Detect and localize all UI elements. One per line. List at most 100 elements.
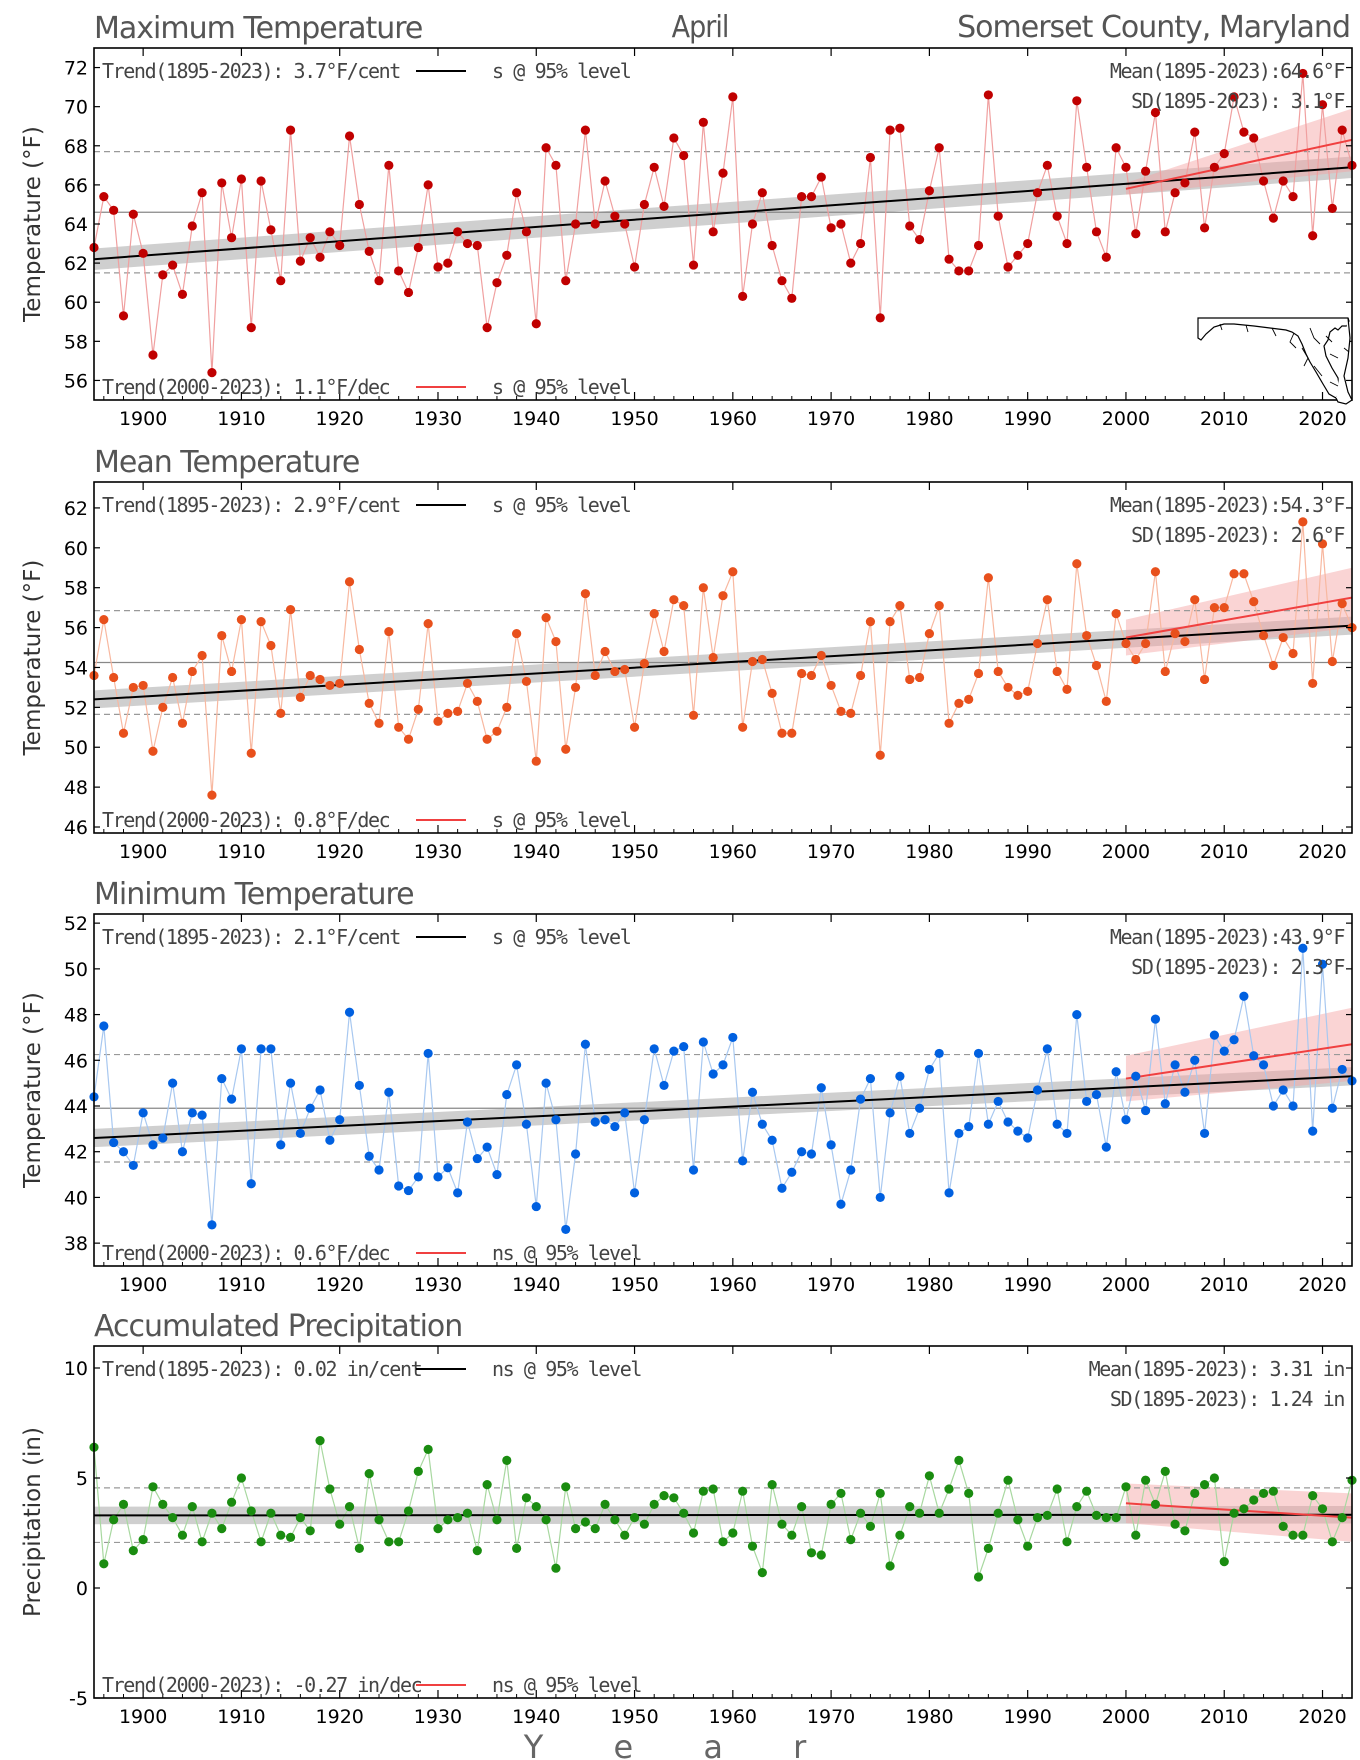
- data-point: [777, 276, 787, 286]
- x-tick-label: 1960: [709, 841, 757, 863]
- data-point: [1278, 1521, 1288, 1531]
- data-point: [344, 1502, 355, 1512]
- data-point: [462, 1508, 473, 1518]
- data-point: [187, 666, 197, 677]
- data-point: [1308, 1126, 1318, 1136]
- data-point: [1278, 632, 1288, 643]
- data-point: [580, 125, 591, 135]
- data-point: [1249, 1051, 1259, 1061]
- long-trend-line: [94, 1075, 1352, 1139]
- recent-trend-band: [1125, 1483, 1352, 1542]
- data-point: [590, 670, 600, 681]
- chart-panel-1: Maximum Temperature 56 58 60 62 64 66 68 70 72 190…: [20, 11, 1357, 430]
- data-point: [374, 1165, 384, 1175]
- data-point: [944, 254, 954, 264]
- data-point: [1229, 1035, 1239, 1045]
- trend-recent-text: Trend(2000-2023): 0.8°F/dec: [102, 808, 390, 832]
- data-point: [629, 722, 640, 732]
- data-point: [1199, 1480, 1210, 1490]
- data-point: [1239, 569, 1249, 579]
- data-point: [482, 1142, 492, 1152]
- data-point: [1131, 1530, 1141, 1540]
- data-point: [1239, 127, 1249, 137]
- data-point: [561, 744, 571, 754]
- y-tick-label: 48: [64, 777, 88, 799]
- data-point: [148, 1140, 158, 1150]
- data-point: [885, 617, 895, 627]
- x-tick-label: 2000: [1102, 841, 1150, 863]
- data-point: [384, 160, 394, 170]
- data-point: [1268, 1486, 1278, 1496]
- data-point: [993, 211, 1003, 221]
- mean-text: Mean(1895-2023): 3.31 in: [1089, 1357, 1345, 1381]
- data-point: [561, 276, 571, 286]
- data-point: [118, 1499, 129, 1509]
- data-point: [816, 650, 826, 661]
- data-point: [423, 618, 433, 629]
- data-point: [914, 1103, 925, 1113]
- data-point: [276, 276, 286, 286]
- y-axis-label: Precipitation (in): [20, 1427, 46, 1617]
- data-point: [217, 1073, 227, 1084]
- y-tick-label: 50: [64, 959, 88, 981]
- data-point: [905, 221, 915, 231]
- data-point: [688, 1528, 699, 1538]
- data-point: [747, 1087, 758, 1097]
- data-point: [236, 174, 247, 184]
- data-point: [1062, 684, 1072, 695]
- data-point: [649, 609, 659, 619]
- plot-frame: [93, 481, 1353, 834]
- data-point: [983, 1543, 993, 1553]
- x-tick-label: 1930: [414, 408, 462, 430]
- data-point: [354, 1080, 364, 1091]
- data-point: [118, 728, 129, 738]
- data-point: [364, 246, 374, 256]
- data-point: [905, 1128, 915, 1139]
- data-point: [335, 1519, 345, 1529]
- data-point: [403, 734, 414, 744]
- data-point: [669, 133, 679, 143]
- data-point: [403, 1185, 414, 1196]
- data-point: [1337, 1513, 1347, 1523]
- x-tick-label: 1970: [807, 408, 855, 430]
- data-point: [1288, 1530, 1298, 1540]
- data-point: [1111, 1513, 1121, 1523]
- data-point: [433, 1524, 443, 1534]
- data-point: [1042, 1044, 1052, 1054]
- data-point: [1190, 1055, 1200, 1065]
- data-point: [374, 276, 384, 286]
- data-point: [1082, 162, 1092, 172]
- data-point: [973, 668, 984, 679]
- data-point: [197, 650, 207, 661]
- data-point: [895, 123, 905, 133]
- data-point: [276, 708, 286, 718]
- data-point: [561, 1224, 571, 1235]
- data-point: [1013, 690, 1023, 700]
- data-point: [1141, 166, 1151, 176]
- data-point: [1229, 92, 1239, 102]
- data-point: [276, 1530, 286, 1540]
- data-point: [718, 591, 728, 601]
- data-point: [158, 270, 168, 280]
- data-point: [1091, 1510, 1102, 1520]
- data-point: [964, 1488, 974, 1498]
- data-point: [521, 1119, 532, 1129]
- data-point: [217, 178, 227, 188]
- data-point: [1121, 162, 1131, 172]
- data-point: [354, 199, 364, 210]
- data-point: [1288, 648, 1298, 659]
- data-point: [875, 1192, 885, 1203]
- data-point: [580, 589, 591, 599]
- y-tick-label: 62: [64, 253, 88, 275]
- data-point: [512, 1543, 522, 1553]
- data-point: [738, 1486, 748, 1496]
- y-tick-label: 40: [64, 1187, 88, 1209]
- data-point: [177, 289, 188, 299]
- data-point: [1150, 107, 1161, 118]
- data-point: [1003, 262, 1013, 272]
- x-tick-label: 1990: [1003, 1706, 1051, 1728]
- data-point: [1209, 162, 1220, 172]
- data-point: [423, 1444, 433, 1454]
- x-tick-label: 1950: [610, 841, 658, 863]
- data-point: [1180, 636, 1190, 647]
